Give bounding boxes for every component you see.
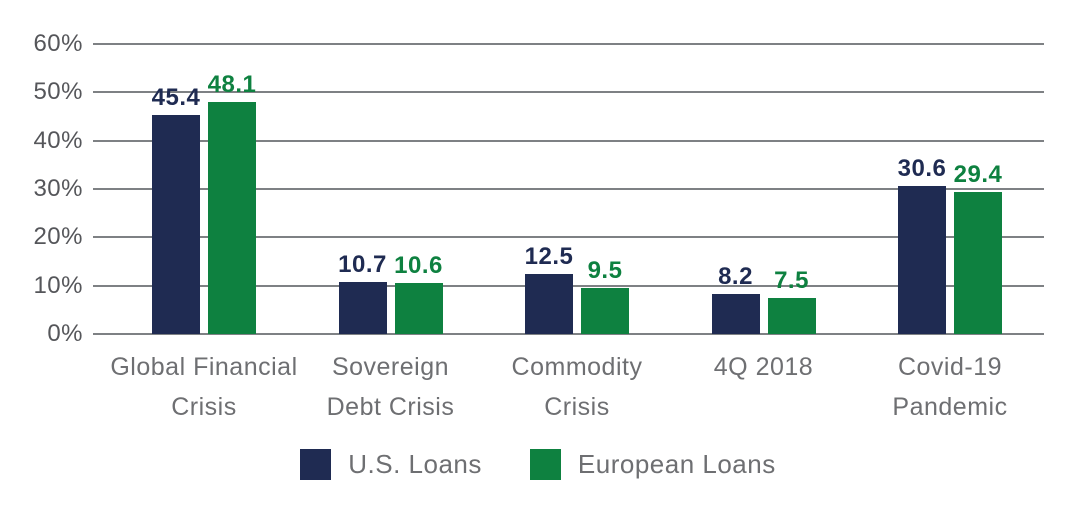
x-category-label-line: Covid-19: [897, 353, 1003, 381]
x-category-label-line: Debt Crisis: [326, 393, 455, 421]
y-tick-label: 60%: [33, 30, 83, 57]
grid-line: [93, 139, 1044, 142]
value-label: 7.5: [774, 266, 809, 294]
bar-european-loans: [954, 191, 1002, 334]
y-tick-label: 0%: [47, 320, 83, 347]
x-category-label: Covid-19 Pandemic: [835, 347, 1065, 427]
legend-label: European Loans: [577, 449, 776, 479]
value-label: 12.5: [524, 242, 574, 270]
bar-european-loans: [767, 297, 816, 334]
grid-line: [93, 91, 1044, 94]
legend-swatch: [300, 449, 332, 480]
bar-european-loans: [394, 282, 443, 334]
grid-line: [93, 236, 1044, 239]
y-tick-label: 10%: [33, 271, 83, 299]
legend: U.S. Loans European Loans: [0, 449, 1076, 480]
value-label: 9.5: [587, 257, 623, 285]
value-label: 45.4: [151, 83, 201, 111]
value-label: 8.2: [718, 263, 753, 291]
bar-u-s-loans: [152, 114, 200, 334]
bars-layer: 45.4 48.1 10.7 10.6 12.5 9.5 8.2 7.5 30.6 29.4: [93, 44, 1044, 334]
x-category-label: 4Q 2018: [649, 347, 879, 387]
bar-u-s-loans: [711, 294, 760, 334]
bar-u-s-loans: [898, 186, 946, 334]
x-category-label-line: Pandemic: [892, 393, 1008, 421]
value-label: 48.1: [207, 70, 257, 98]
bar-u-s-loans: [338, 282, 387, 334]
x-category-label-line: Crisis: [171, 393, 237, 421]
legend-item: U.S. Loans: [300, 449, 482, 480]
grid-line: [93, 43, 1044, 45]
x-category-label-line: Commodity: [511, 353, 643, 381]
y-tick-label: 30%: [33, 175, 83, 202]
bar-u-s-loans: [525, 273, 573, 334]
y-axis: 0% 10% 20% 30% 40% 50% 60%: [0, 0, 83, 360]
x-category-label-line: 4Q 2018: [713, 353, 814, 381]
x-category-label: Sovereign Debt Crisis: [276, 347, 506, 427]
x-category-label: Global Financial Crisis: [89, 347, 319, 427]
bar-european-loans: [208, 101, 256, 334]
plot-area: 45.4 48.1 10.7 10.6 12.5 9.5 8.2 7.5 30.6 29.4: [93, 43, 1044, 335]
grid-line: [93, 188, 1044, 190]
y-tick-label: 50%: [33, 78, 83, 106]
value-label: 10.6: [394, 251, 443, 279]
x-category-label-line: Global Financial: [110, 353, 298, 381]
value-label: 10.7: [338, 251, 387, 279]
y-tick-label: 20%: [33, 223, 83, 251]
x-category-label-line: Crisis: [544, 393, 610, 421]
bar-european-loans: [581, 288, 629, 334]
legend-label: U.S. Loans: [348, 449, 482, 479]
value-label: 30.6: [897, 155, 947, 183]
x-axis: Global Financial Crisis Sovereign Debt Cris…: [0, 347, 1076, 437]
y-tick-label: 40%: [33, 126, 83, 154]
x-category-label-line: Sovereign: [331, 353, 450, 381]
legend-item: European Loans: [529, 449, 776, 480]
value-label: 29.4: [953, 160, 1003, 188]
x-category-label: Commodity Crisis: [462, 347, 692, 427]
grid-line: [93, 333, 1044, 335]
legend-swatch: [529, 449, 561, 480]
